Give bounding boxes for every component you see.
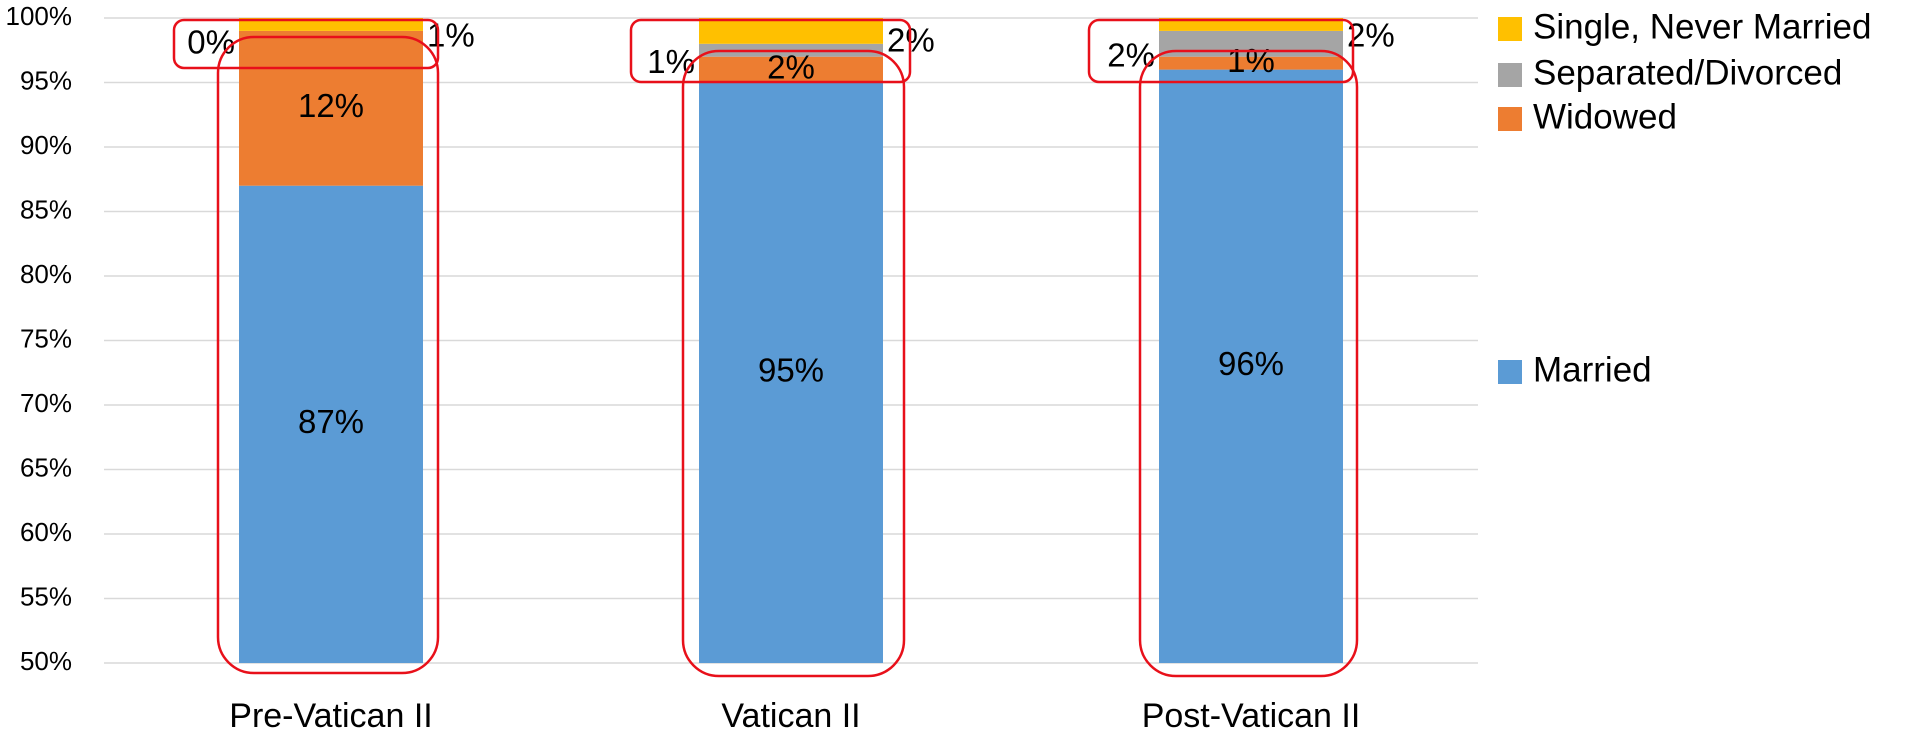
annotation-box (1138, 49, 1359, 678)
y-tick-label: 75% (20, 323, 72, 353)
x-tick-label: Vatican II (721, 697, 860, 735)
y-tick-label: 80% (20, 259, 72, 289)
y-tick-label: 65% (20, 452, 72, 482)
bars (239, 18, 1343, 663)
legend-label: Widowed (1533, 97, 1677, 136)
data-label: 87% (298, 403, 364, 440)
legend-swatch (1498, 360, 1522, 384)
legend-label: Single, Never Married (1533, 7, 1871, 46)
bar-segment (699, 56, 883, 83)
y-tick-label: 90% (20, 130, 72, 160)
data-label: 2% (1107, 37, 1155, 74)
data-label: 1% (647, 43, 695, 80)
annotation-box (172, 18, 440, 70)
legend-label: Married (1533, 350, 1652, 389)
y-tick-label: 85% (20, 194, 72, 224)
y-tick-label: 70% (20, 388, 72, 418)
x-tick-label: Post-Vatican II (1142, 697, 1361, 735)
legend-swatch (1498, 107, 1522, 131)
legend-swatch (1498, 63, 1522, 87)
annotation-box (681, 49, 906, 678)
bar-segment (1159, 18, 1343, 31)
legend-label: Separated/Divorced (1533, 53, 1842, 92)
annotations (172, 18, 1359, 678)
data-label: 2% (1347, 17, 1395, 54)
annotation-box (1087, 18, 1355, 84)
bar-segment (699, 82, 883, 663)
bar-segment (699, 18, 883, 44)
bar-segment (1159, 56, 1343, 70)
data-label: 95% (758, 351, 824, 388)
labels: 50% 55% 60% 65% 70% 75% 80% 85% 90% 95% 100% Pre-Va… (6, 1, 1872, 735)
bar-segment (1159, 30, 1343, 57)
y-tick-label: 55% (20, 581, 72, 611)
bar-segment (1159, 69, 1343, 663)
data-label: 0% (187, 24, 235, 61)
bar-segment (239, 185, 423, 663)
data-label: 2% (767, 48, 815, 85)
y-tick-label: 95% (20, 65, 72, 95)
annotation-box (216, 35, 440, 675)
y-tick-label: 100% (6, 1, 73, 31)
legend-swatch (1498, 17, 1522, 41)
bar-segment (239, 30, 423, 186)
x-tick-label: Pre-Vatican II (229, 697, 432, 735)
y-tick-label: 60% (20, 517, 72, 547)
y-tick-label: 50% (20, 646, 72, 676)
data-label: 12% (298, 87, 364, 124)
data-label: 1% (1227, 42, 1275, 79)
annotation-box (629, 18, 912, 84)
data-label: 96% (1218, 345, 1284, 382)
